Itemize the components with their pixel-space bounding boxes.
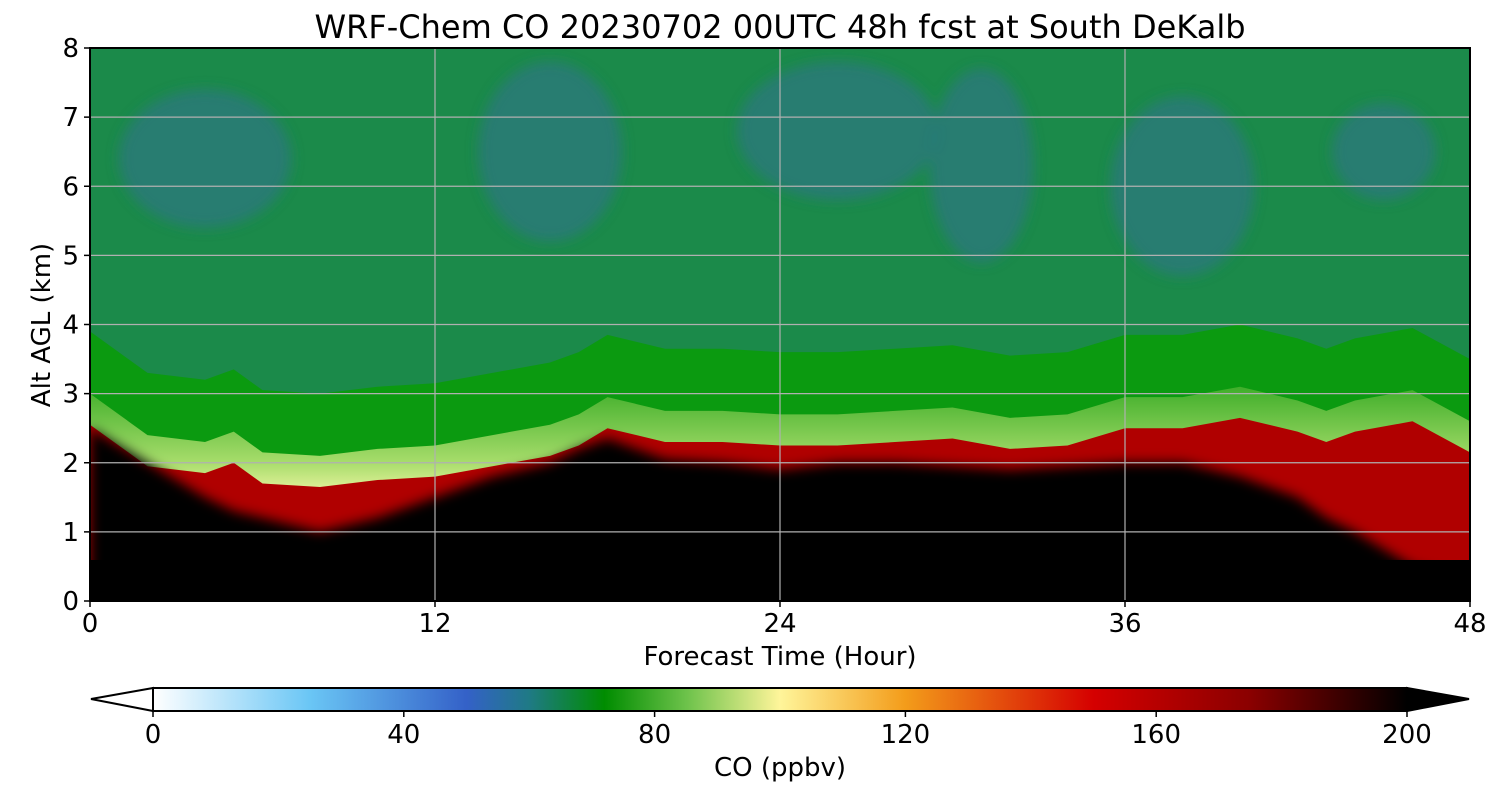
- colorbar-tick-label: 40: [387, 720, 420, 750]
- y-tick-label: 5: [62, 241, 79, 271]
- x-axis-label: Forecast Time (Hour): [643, 642, 916, 672]
- chart-title: WRF-Chem CO 20230702 00UTC 48h fcst at S…: [314, 8, 1245, 46]
- y-tick-label: 7: [62, 103, 79, 133]
- colorbar-tick-label: 160: [1131, 720, 1181, 750]
- x-tick-label: 12: [418, 609, 451, 639]
- y-axis-label: Alt AGL (km): [27, 243, 57, 407]
- y-axis-ticks: 0 1 2 3 4 5 6 7 8: [62, 34, 90, 617]
- colorbar-label: CO (ppbv): [714, 753, 846, 783]
- colorbar-tick-label: 120: [881, 720, 931, 750]
- y-tick-label: 0: [62, 587, 79, 617]
- upper-blue-pocket: [736, 61, 939, 201]
- y-tick-label: 3: [62, 380, 79, 410]
- gridlines: [90, 48, 1470, 601]
- y-tick-label: 2: [62, 449, 79, 479]
- colorbar-gradient: [152, 687, 1408, 712]
- upper-blue-pocket: [1332, 103, 1436, 201]
- upper-blue-pocket: [478, 61, 622, 242]
- x-tick-label: 24: [763, 609, 796, 639]
- colorbar-tick-label: 80: [638, 720, 671, 750]
- x-tick-label: 0: [82, 609, 99, 639]
- y-tick-label: 6: [62, 172, 79, 202]
- y-tick-label: 4: [62, 311, 79, 341]
- x-tick-label: 36: [1108, 609, 1141, 639]
- colorbar-tick-label: 200: [1382, 720, 1432, 750]
- y-tick-label: 1: [62, 518, 79, 548]
- colorbar-extend-min: [90, 686, 154, 713]
- colorbar-extend-max: [1406, 686, 1470, 713]
- upper-blue-pocket: [118, 89, 292, 228]
- y-tick-label: 8: [62, 34, 79, 64]
- colorbar: 0 40 80 120 160 200 CO (ppbv): [90, 686, 1470, 783]
- x-tick-label: 48: [1453, 609, 1486, 639]
- x-axis-ticks: 0 12 24 36 48: [82, 601, 1487, 639]
- upper-blue-pocket: [929, 68, 1033, 263]
- colorbar-tick-label: 0: [145, 720, 162, 750]
- colorbar-ticks: 0 40 80 120 160 200: [145, 711, 1432, 750]
